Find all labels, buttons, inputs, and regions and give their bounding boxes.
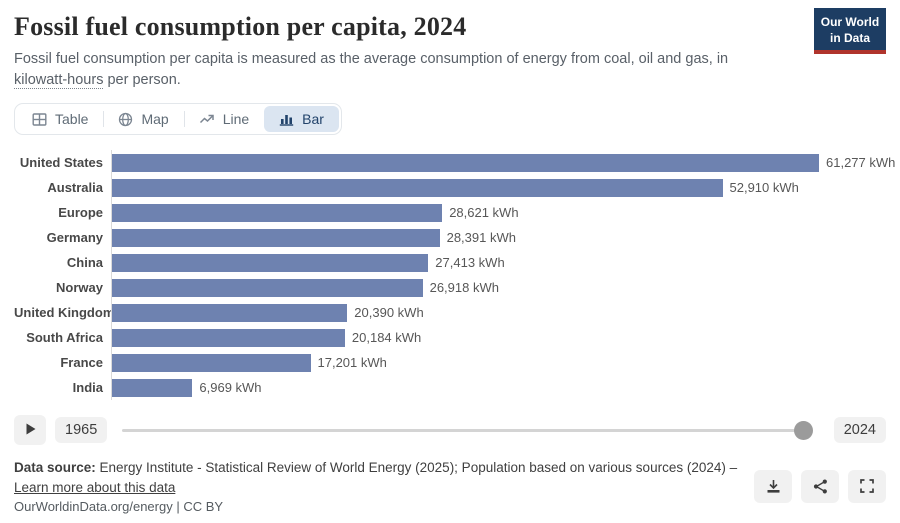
tab-bar[interactable]: Bar [264,106,339,133]
bar-category-label[interactable]: Europe [58,205,103,221]
bar-row: India 6,969 kWh [14,375,886,401]
learn-more-link[interactable]: Learn more about this data [14,479,176,495]
bar-value-label: 26,918 kWh [429,280,499,296]
timeline-end-year[interactable]: 2024 [833,417,886,444]
bar-category-label[interactable]: India [72,380,103,396]
bar[interactable] [112,303,348,322]
subtitle-text-1: Fossil fuel consumption per capita is me… [14,51,729,67]
owid-logo-line1: Our World [820,15,880,29]
bar[interactable] [112,353,311,372]
bar-track: 61,277 kWh [111,150,896,176]
bar-track: 20,390 kWh [111,300,886,326]
bar-category-label[interactable]: China [66,255,103,271]
footer-actions [754,469,886,503]
bar-category-label[interactable]: Norway [56,280,103,296]
bar-row: Europe 28,621 kWh [14,200,886,226]
citation-line: OurWorldinData.org/energy | CC BY [14,499,224,515]
bar-category-label[interactable]: United Kingdom [14,305,115,321]
bar-value-label: 6,969 kWh [199,380,262,396]
bar-value-label: 20,184 kWh [351,330,422,346]
play-button[interactable] [14,415,46,446]
bar[interactable] [112,378,193,397]
bar-category-label[interactable]: Australia [47,180,103,196]
bar-chart: United States 61,277 kWh Australia 52,91… [14,150,895,401]
timeline-slider[interactable] [122,415,813,445]
bar-track: 6,969 kWh [111,375,886,401]
bar-value-label: 20,390 kWh [354,305,424,321]
bar-value-label: 17,201 kWh [317,355,387,371]
bar-row: Germany 28,391 kWh [14,225,886,251]
view-tabs: Table Map Line Bar [14,103,342,136]
tab-line-label: Line [222,111,250,128]
bar[interactable] [112,228,440,247]
bar-row: France 17,201 kWh [14,350,886,376]
tab-map[interactable]: Map [103,106,183,132]
subtitle-text-2: per person. [103,71,181,88]
tab-line[interactable]: Line [183,106,264,132]
tab-bar-label: Bar [302,111,324,128]
bar[interactable] [112,328,345,347]
bar-value-label: 28,391 kWh [446,230,516,246]
bar-row: Australia 52,910 kWh [14,175,886,201]
bar-track: 26,918 kWh [111,275,886,301]
subtitle-glossary-term[interactable]: kilowatt-hours [14,71,104,89]
bar[interactable] [112,178,723,197]
footer-text: Data source: Energy Institute - Statisti… [14,458,754,514]
download-button[interactable] [754,469,792,503]
bar-track: 28,621 kWh [111,200,886,226]
line-chart-icon [199,112,215,127]
bar-track: 28,391 kWh [111,225,886,251]
share-button[interactable] [801,469,839,503]
bar-value-label: 61,277 kWh [826,155,896,171]
play-icon [25,423,36,438]
bar[interactable] [112,153,819,172]
bar-track: 17,201 kWh [111,350,886,376]
timeline-slider-track[interactable] [122,428,811,432]
bar-category-label[interactable]: South Africa [26,330,103,346]
bar-value-label: 28,621 kWh [449,205,519,221]
timeline-controls: 1965 2024 [14,415,886,446]
chart-subtitle: Fossil fuel consumption per capita is me… [14,49,776,90]
tab-table-label: Table [55,111,89,128]
data-source-text: Energy Institute - Statistical Review of… [95,460,738,476]
bar-category-label[interactable]: France [60,355,103,371]
tab-table[interactable]: Table [17,106,103,132]
owid-logo-line2: in Data [829,31,870,46]
bar[interactable] [112,253,429,272]
bar-track: 20,184 kWh [111,325,886,351]
bar-row: United Kingdom 20,390 kWh [14,300,886,326]
bar-track: 52,910 kWh [111,175,886,201]
bar-row: China 27,413 kWh [14,250,886,276]
share-icon [813,479,828,494]
page-title: Fossil fuel consumption per capita, 2024 [14,12,467,41]
tab-map-label: Map [141,111,169,128]
bar[interactable] [112,278,423,297]
bar-value-label: 52,910 kWh [729,180,799,196]
bar-category-label[interactable]: Germany [46,230,103,246]
bar[interactable] [112,203,443,222]
data-source-line: Data source: Energy Institute - Statisti… [14,458,754,497]
fullscreen-button[interactable] [848,469,886,503]
fullscreen-icon [860,479,874,494]
bar-row: Norway 26,918 kWh [14,275,886,301]
chart-footer: Data source: Energy Institute - Statisti… [14,458,886,514]
bar-track: 27,413 kWh [111,250,886,276]
bar-row: United States 61,277 kWh [14,150,895,176]
download-icon [766,479,781,494]
timeline-slider-handle[interactable] [793,420,813,440]
table-icon [32,112,47,127]
owid-logo[interactable]: Our World in Data [814,8,886,55]
bar-chart-icon [279,112,294,127]
bar-row: South Africa 20,184 kWh [14,325,886,351]
timeline-start-year[interactable]: 1965 [55,417,108,444]
bar-value-label: 27,413 kWh [435,255,505,271]
bar-category-label[interactable]: United States [19,155,103,171]
data-source-label: Data source: [14,460,96,476]
globe-icon [118,112,133,127]
